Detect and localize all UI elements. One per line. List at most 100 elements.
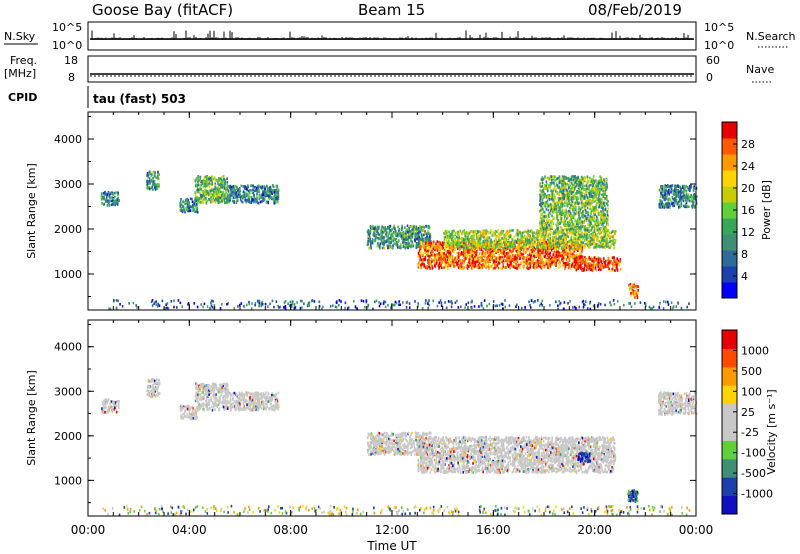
echo-cell (573, 242, 576, 246)
echo-cell (222, 181, 225, 185)
echo-cell (417, 228, 419, 231)
echo-cell (412, 244, 415, 248)
echo-cell (418, 231, 421, 234)
echo-cell (548, 215, 550, 218)
echo-cell (547, 240, 550, 243)
echo-cell (537, 235, 539, 238)
echo-cell (420, 263, 423, 267)
echo-cell (522, 257, 525, 260)
echo-cell (490, 247, 492, 251)
echo-cell (578, 252, 581, 256)
echo-cell (550, 197, 553, 201)
echo-cell (179, 202, 181, 205)
echo-cell (539, 243, 541, 247)
echo-cell (468, 260, 470, 264)
echo-cell (602, 209, 604, 213)
echo-cell (427, 259, 430, 262)
echo-cell (242, 190, 245, 194)
echo-cell (470, 243, 472, 246)
echo-cell (556, 230, 558, 233)
echo-cell (231, 190, 233, 194)
echo-cell (543, 241, 546, 245)
echo-cell (445, 253, 447, 257)
echo-cell (489, 239, 491, 242)
echo-cell (525, 246, 527, 249)
echo-cell (477, 230, 479, 234)
echo-cell (261, 188, 264, 192)
echo-cell (367, 241, 369, 244)
echo-cell (588, 230, 590, 234)
echo-cell (380, 238, 383, 242)
echo-cell (214, 190, 217, 193)
echo-cell (561, 220, 564, 224)
echo-cell (406, 224, 409, 228)
echo-cell (403, 235, 406, 239)
echo-cell (505, 237, 507, 241)
echo-cell (568, 197, 570, 201)
echo-cell (585, 234, 588, 238)
echo-cell (478, 252, 481, 255)
echo-cell (185, 198, 188, 201)
echo-cell (432, 258, 435, 262)
echo-cell (105, 192, 108, 196)
echo-cell (375, 233, 377, 237)
echo-cell (402, 245, 405, 249)
echo-cell (466, 237, 468, 241)
echo-cell (470, 249, 472, 253)
echo-cell (401, 241, 404, 244)
echo-cell (519, 230, 521, 234)
echo-cell (506, 232, 508, 236)
echo-cell (108, 204, 111, 207)
echo-cell (210, 175, 213, 179)
echo-cell (445, 244, 448, 247)
echo-cell (483, 239, 486, 242)
echo-cell (383, 243, 385, 246)
echo-cell (552, 241, 554, 244)
echo-cell (107, 191, 110, 194)
echo-cell (422, 228, 425, 232)
echo-cell (448, 247, 450, 251)
echo-cell (541, 193, 544, 197)
echo-cell (549, 220, 552, 223)
echo-cell (606, 242, 608, 246)
echo-cell (157, 171, 159, 175)
echo-cell (386, 227, 388, 231)
echo-cell (451, 254, 454, 258)
echo-cell (569, 189, 572, 193)
echo-cell (225, 189, 228, 193)
echo-cell (462, 249, 465, 252)
echo-cell (545, 208, 548, 211)
echo-cell (454, 244, 456, 248)
echo-cell (515, 256, 518, 260)
echo-cell (490, 240, 492, 244)
echo-cell (568, 202, 570, 206)
echo-cell (367, 228, 370, 232)
echo-cell (266, 192, 269, 195)
echo-cell (539, 265, 541, 268)
echo-cell (203, 176, 206, 179)
echo-cell (465, 249, 468, 253)
echo-cell (443, 252, 445, 255)
echo-cell (197, 175, 200, 178)
echo-cell (389, 242, 391, 246)
echo-cell (156, 177, 159, 181)
echo-cell (230, 186, 232, 189)
echo-cell (368, 246, 370, 250)
echo-cell (581, 176, 584, 180)
echo-cell (525, 249, 528, 252)
echo-cell (467, 238, 470, 242)
echo-cell (372, 224, 374, 228)
echo-cell (564, 257, 567, 261)
echo-cell (107, 203, 109, 207)
echo-cell (460, 250, 463, 254)
echo-cell (452, 235, 455, 238)
echo-cell (561, 241, 563, 244)
echo-cell (548, 220, 550, 224)
echo-cell (600, 193, 603, 197)
echo-cell (457, 251, 460, 255)
echo-cell (614, 230, 617, 233)
echo-cell (548, 245, 551, 249)
echo-cell (475, 258, 477, 261)
echo-cell (515, 249, 518, 253)
echo-cell (557, 237, 560, 240)
